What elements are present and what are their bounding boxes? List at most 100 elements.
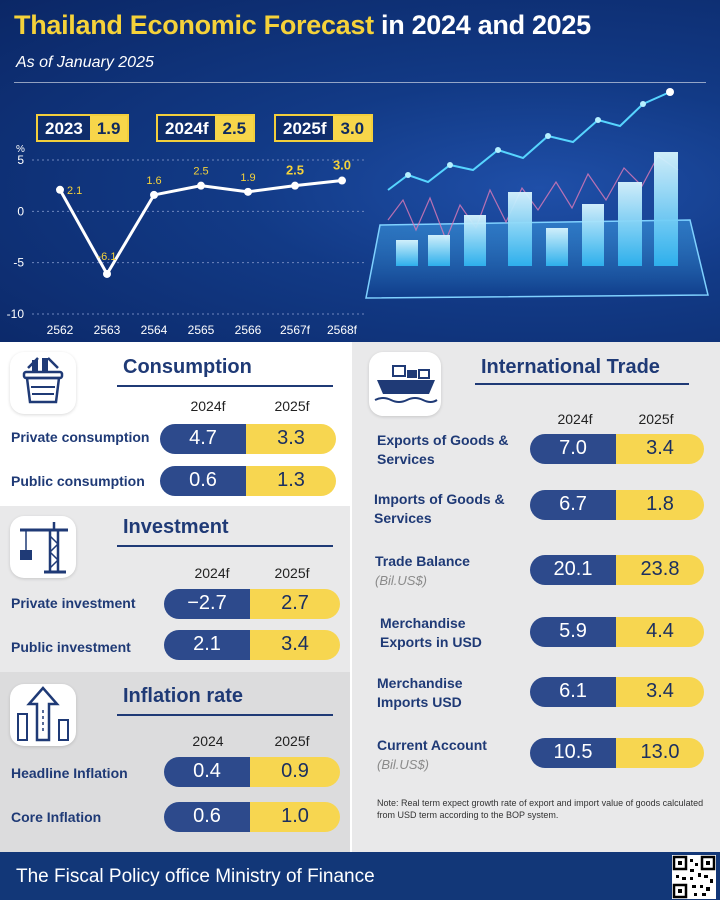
value-pill: 6.7 1.8 [530,490,704,520]
gdp-box-2025f: 2025f 3.0 [274,114,374,142]
row-label-unit: (Bil.US$) [377,757,430,772]
value-pill: 4.7 3.3 [160,424,336,454]
data-point [103,269,111,278]
value-2025: 4.4 [616,617,704,647]
row-label-line: Trade Balance [375,553,470,569]
value-2025: 1.3 [246,466,336,496]
cargo-ship-icon [374,365,438,403]
trade-icon-card [369,352,441,416]
data-label: 2.5 [193,166,208,178]
column-header: 2025f [274,565,310,581]
row-label: Private consumption [11,429,150,445]
value-pill: 0.6 1.0 [164,802,340,832]
consumption-title-underline [117,385,333,387]
trade-title: International Trade [481,356,660,378]
footer-text: The Fiscal Policy office Ministry of Fin… [16,866,375,887]
gdp-box-value: 1.9 [89,116,128,140]
data-label: -6.1 [98,251,117,263]
shopping-basket-icon [22,357,64,404]
row-label: Public consumption [11,473,145,489]
inflation-title: Inflation rate [123,685,244,707]
value-2024: 4.7 [160,424,246,454]
gdp-line-chart: %5 0 -5 -10 2.1 2562 -6.1 2563 1.6 2564 2.5 2565 1.9… [7,144,364,337]
row-label: Current Account (Bil.US$) [377,736,487,774]
gdp-box-year: 2025f [276,116,334,140]
investment-title: Investment [123,516,229,538]
value-2025: 1.0 [250,802,340,832]
value-pill: 7.0 3.4 [530,434,704,464]
gdp-box-year: 2023 [38,116,90,140]
qr-code-icon [672,855,716,899]
row-label: Merchandise Exports in USD [380,614,482,652]
x-tick-label: 2562 [47,323,74,337]
value-2024: 0.6 [164,802,250,832]
row-label: Headline Inflation [11,765,128,781]
value-pill: −2.7 2.7 [164,589,340,619]
header-divider [14,82,706,83]
x-tick-label: 2566 [235,323,262,337]
column-header: 2025f [274,398,310,414]
column-header: 2025f [638,411,674,427]
decorative-bar-graphic-icon [365,88,709,299]
value-pill: 0.6 1.3 [160,466,336,496]
value-2025: 3.4 [616,677,704,707]
x-tick-label: 2565 [188,323,215,337]
gdp-box-value: 2.5 [215,116,254,140]
value-pill: 0.4 0.9 [164,757,340,787]
data-label: 3.0 [333,158,351,173]
column-header: 2024f [557,411,593,427]
gdp-box-2023: 2023 1.9 [36,114,130,142]
value-pill: 2.1 3.4 [164,630,340,660]
row-label-line: Current Account [377,737,487,753]
value-2025: 1.8 [616,490,704,520]
value-2024: −2.7 [164,589,250,619]
row-label-line: Exports in USD [380,634,482,650]
value-2024: 2.1 [164,630,250,660]
column-header: 2024f [190,398,226,414]
value-2025: 3.3 [246,424,336,454]
data-point [197,181,205,190]
row-label: Exports of Goods & Services [377,431,508,469]
title-highlight: Thailand Economic Forecast [14,10,374,40]
value-pill: 5.9 4.4 [530,617,704,647]
gdp-box-2024f: 2024f 2.5 [156,114,256,142]
data-label: 2.1 [67,185,82,197]
value-pill: 6.1 3.4 [530,677,704,707]
y-tick-label: 0 [17,204,24,218]
header-banner: Thailand Economic Forecast in 2024 and 2… [0,0,720,342]
value-2024: 10.5 [530,738,616,768]
row-label: Private investment [11,595,136,611]
value-2024: 6.1 [530,677,616,707]
value-pill: 20.1 23.8 [530,555,704,585]
row-label-line: Services [377,451,435,467]
data-point [150,190,158,199]
gdp-box-value: 3.0 [333,116,372,140]
inflation-title-underline [117,714,333,716]
value-2025: 13.0 [616,738,704,768]
data-point [244,187,252,196]
value-2024: 0.4 [164,757,250,787]
row-label: Core Inflation [11,809,102,825]
investment-title-underline [117,545,333,547]
row-label: Trade Balance (Bil.US$) [375,552,470,590]
value-2024: 7.0 [530,434,616,464]
trade-title-underline [475,383,689,385]
footer-bar: The Fiscal Policy office Ministry of Fin… [0,852,720,900]
data-label: 1.6 [146,175,161,187]
page-title: Thailand Economic Forecast in 2024 and 2… [14,10,591,41]
row-label: Imports of Goods & Services [374,490,505,528]
column-header: 2025f [274,733,310,749]
row-label-line: Imports of Goods & [374,491,505,507]
y-tick-label: -10 [7,307,25,321]
gdp-box-year: 2024f [158,116,216,140]
value-2024: 20.1 [530,555,616,585]
consumption-icon-card [10,352,76,414]
x-tick-label: 2567f [280,323,311,337]
value-2025: 23.8 [616,555,704,585]
value-pill: 10.5 13.0 [530,738,704,768]
x-tick-label: 2568f [327,323,358,337]
row-label-line: Merchandise [380,615,466,631]
as-of-date: As of January 2025 [16,54,154,71]
data-label: 1.9 [240,172,255,184]
